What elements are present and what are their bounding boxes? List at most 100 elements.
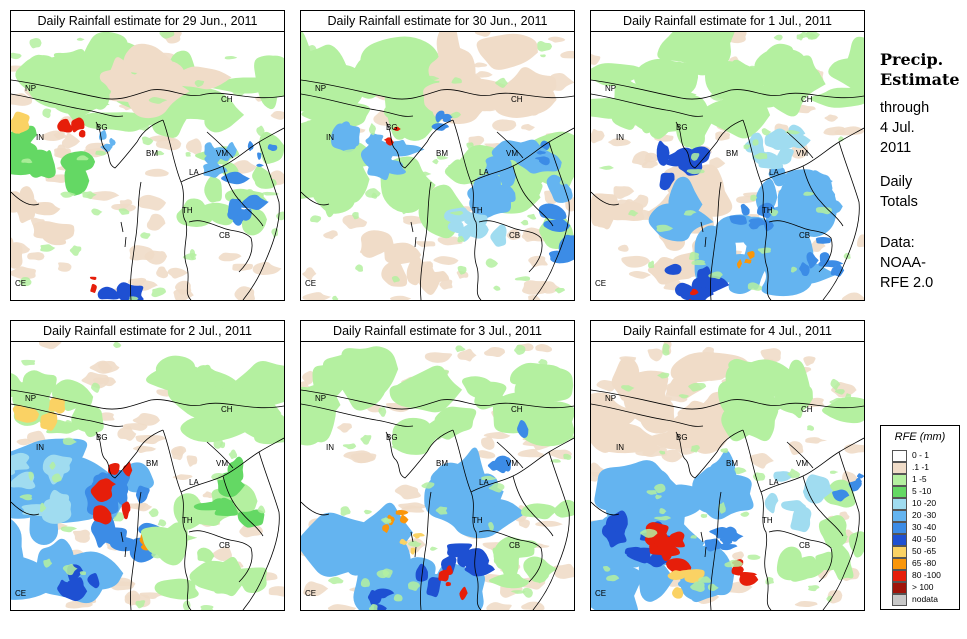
legend-label: > 100 (912, 582, 934, 592)
legend-swatch (892, 522, 907, 534)
legend-label: 30 -40 (912, 522, 937, 532)
rainfall-map: NP CH IN BG BM VM LA TH CB CE (590, 341, 865, 611)
map-label: TH (182, 206, 193, 215)
map-label: VM (796, 459, 808, 468)
product-title: Precip. Estimate (880, 50, 960, 89)
map-label: BM (436, 459, 448, 468)
rainfall-panel-jun29: Daily Rainfall estimate for 29 Jun., 201… (10, 10, 285, 301)
legend-swatch (892, 498, 907, 510)
map-label: CH (801, 95, 813, 104)
map-label: IN (36, 133, 44, 142)
map-label: LA (479, 168, 489, 177)
map-label: CE (595, 589, 606, 598)
data-source: Data: NOAA- RFE 2.0 (880, 235, 934, 291)
map-label: CE (595, 279, 606, 288)
map-label: BM (726, 149, 738, 158)
legend-label: 10 -20 (912, 498, 937, 508)
legend-swatch (892, 474, 907, 486)
legend-swatch (892, 570, 907, 582)
map-label: NP (25, 84, 36, 93)
totals-label: Daily Totals (880, 174, 918, 210)
map-label: IN (326, 133, 334, 142)
legend-label: nodata (912, 594, 938, 604)
rainfall-map: NP CH IN BG BM VM LA TH CB CE (10, 31, 285, 301)
rainfall-panel-jun30: Daily Rainfall estimate for 30 Jun., 201… (300, 10, 575, 301)
map-label: NP (25, 394, 36, 403)
map-label: BG (96, 123, 108, 132)
map-label: LA (189, 168, 199, 177)
map-label: BG (386, 123, 398, 132)
map-label: CH (511, 405, 523, 414)
map-label: LA (769, 478, 779, 487)
map-label: BM (146, 459, 158, 468)
map-label: LA (189, 478, 199, 487)
map-label: IN (616, 443, 624, 452)
map-label: NP (315, 394, 326, 403)
panel-title: Daily Rainfall estimate for 2 Jul., 2011 (10, 320, 285, 343)
rainfall-map: NP CH IN BG BM VM LA TH CB CE (590, 31, 865, 301)
legend-swatch (892, 450, 907, 462)
legend-title: RFE (mm) (894, 431, 946, 443)
legend-swatch (892, 462, 907, 474)
map-label: BM (146, 149, 158, 158)
legend-swatch (892, 510, 907, 522)
map-label: BM (436, 149, 448, 158)
map-label: TH (472, 206, 483, 215)
map-label: VM (216, 149, 228, 158)
map-label: CE (15, 589, 26, 598)
legend-label: 20 -30 (912, 510, 937, 520)
map-label: IN (36, 443, 44, 452)
map-label: IN (326, 443, 334, 452)
map-label: VM (796, 149, 808, 158)
rainfall-panel-jul1: Daily Rainfall estimate for 1 Jul., 2011… (590, 10, 865, 301)
map-label: CH (221, 95, 233, 104)
map-label: CH (801, 405, 813, 414)
panel-title: Daily Rainfall estimate for 30 Jun., 201… (300, 10, 575, 33)
rainfall-legend: RFE (mm) 0 - 1 .1 -1 1 -5 5 -10 10 -20 20 -30… (880, 425, 960, 610)
panel-title: Daily Rainfall estimate for 3 Jul., 2011 (300, 320, 575, 343)
map-label: VM (506, 459, 518, 468)
map-label: CH (221, 405, 233, 414)
map-label: TH (472, 516, 483, 525)
legend-swatch (892, 582, 907, 594)
rainfall-panel-jul4: Daily Rainfall estimate for 4 Jul., 2011… (590, 320, 865, 611)
map-label: CB (509, 231, 520, 240)
legend-label: 5 -10 (912, 486, 932, 496)
through-date: through 4 Jul. 2011 (880, 100, 930, 156)
map-label: NP (605, 394, 616, 403)
legend-swatch (892, 594, 907, 606)
rainfall-panel-jul3: Daily Rainfall estimate for 3 Jul., 2011… (300, 320, 575, 611)
rainfall-map: NP CH IN BG BM VM LA TH CB CE (10, 341, 285, 611)
map-label: NP (315, 84, 326, 93)
legend-swatch (892, 534, 907, 546)
map-label: TH (762, 206, 773, 215)
map-label: BG (96, 433, 108, 442)
map-label: CE (305, 589, 316, 598)
map-label: LA (479, 478, 489, 487)
map-label: CB (799, 231, 810, 240)
rainfall-map: NP CH IN BG BM VM LA TH CB CE (300, 31, 575, 301)
map-label: BG (676, 433, 688, 442)
map-label: TH (182, 516, 193, 525)
legend-swatch (892, 486, 907, 498)
map-label: BM (726, 459, 738, 468)
map-label: CB (219, 231, 230, 240)
legend-label: 1 -5 (912, 474, 927, 484)
map-label: VM (216, 459, 228, 468)
legend-label: 0 - 1 (912, 450, 930, 460)
legend-label: .1 -1 (912, 462, 930, 472)
map-label: VM (506, 149, 518, 158)
panel-title: Daily Rainfall estimate for 4 Jul., 2011 (590, 320, 865, 343)
panel-title: Daily Rainfall estimate for 1 Jul., 2011 (590, 10, 865, 33)
map-label: LA (769, 168, 779, 177)
map-label: CB (219, 541, 230, 550)
map-label: CB (799, 541, 810, 550)
panel-title: Daily Rainfall estimate for 29 Jun., 201… (10, 10, 285, 33)
map-label: BG (386, 433, 398, 442)
legend-label: 40 -50 (912, 534, 937, 544)
map-label: CH (511, 95, 523, 104)
map-label: CE (305, 279, 316, 288)
map-label: CB (509, 541, 520, 550)
rainfall-panel-jul2: Daily Rainfall estimate for 2 Jul., 2011… (10, 320, 285, 611)
rainfall-map: NP CH IN BG BM VM LA TH CB CE (300, 341, 575, 611)
